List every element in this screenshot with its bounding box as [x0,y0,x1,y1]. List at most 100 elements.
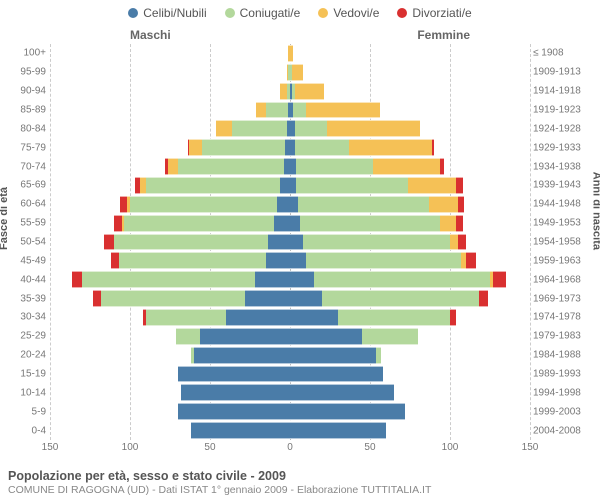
bar-male [50,290,290,307]
bar-segment [429,196,458,213]
bar-female [290,309,530,326]
bar-female [290,177,530,194]
bar-segment [290,234,303,251]
bar-segment [189,139,202,156]
bar-segment [266,252,290,269]
bar-female [290,252,530,269]
bar-segment [290,271,314,288]
bar-segment [458,234,466,251]
bar-segment [296,177,408,194]
bar-female [290,366,530,383]
x-axis: 15010050050100150 [50,442,530,456]
age-label: 25-29 [10,331,46,342]
bar-female [290,64,530,81]
bar-segment [290,45,293,62]
age-row: 80-841924-1928 [50,119,530,138]
legend-swatch [225,8,235,18]
birth-label: 1914-1918 [533,86,595,97]
age-label: 60-64 [10,199,46,210]
bar-segment [292,64,303,81]
bar-segment [101,290,245,307]
birth-label: 1949-1953 [533,218,595,229]
age-label: 5-9 [10,406,46,417]
age-label: 0-4 [10,425,46,436]
age-row: 95-991909-1913 [50,63,530,82]
bar-segment [456,215,462,232]
bar-segment [280,177,290,194]
bar-segment [306,102,380,119]
birth-label: 1964-1968 [533,274,595,285]
bar-segment [255,271,290,288]
x-tick: 50 [204,442,215,453]
bar-female [290,102,530,119]
bar-male [50,252,290,269]
bar-male [50,347,290,364]
rows: 0-42004-20085-91999-200310-141994-199815… [50,44,530,440]
bar-segment [293,102,306,119]
bar-segment [322,290,479,307]
birth-label: 1979-1983 [533,331,595,342]
age-label: 100+ [10,48,46,59]
bar-segment [290,196,298,213]
bar-segment [181,384,290,401]
birth-label: ≤ 1908 [533,48,595,59]
bar-segment [373,158,440,175]
bar-segment [300,215,441,232]
age-row: 55-591949-1953 [50,214,530,233]
bar-segment [408,177,456,194]
birth-label: 1959-1963 [533,255,595,266]
age-row: 40-441964-1968 [50,270,530,289]
bar-male [50,384,290,401]
age-label: 65-69 [10,180,46,191]
age-label: 75-79 [10,142,46,153]
legend-item: Coniugati/e [225,6,301,20]
bar-segment [349,139,432,156]
bar-segment [168,158,178,175]
age-row: 85-891919-1923 [50,101,530,120]
bar-segment [119,252,266,269]
bar-female [290,347,530,364]
bar-male [50,234,290,251]
bar-segment [245,290,290,307]
bar-segment [266,102,288,119]
bar-segment [338,309,450,326]
birth-label: 1989-1993 [533,368,595,379]
bar-segment [82,271,255,288]
bar-segment [178,158,284,175]
bar-female [290,120,530,137]
bar-female [290,271,530,288]
bar-segment [290,328,362,345]
legend-item: Vedovi/e [318,6,379,20]
y-axis-label-left: Fasce di età [0,187,10,250]
bar-male [50,271,290,288]
bar-segment [306,252,461,269]
birth-label: 1969-1973 [533,293,595,304]
bar-segment [362,328,418,345]
age-label: 85-89 [10,104,46,115]
bar-segment [146,177,280,194]
birth-label: 1994-1998 [533,387,595,398]
age-label: 80-84 [10,123,46,134]
bar-segment [327,120,420,137]
age-label: 95-99 [10,67,46,78]
plot-area: 0-42004-20085-91999-200310-141994-199815… [50,44,530,440]
bar-segment [104,234,114,251]
bar-male [50,120,290,137]
bar-female [290,234,530,251]
bar-segment [232,120,286,137]
x-tick: 150 [522,442,539,453]
x-tick: 150 [42,442,59,453]
bar-segment [298,196,429,213]
bar-segment [493,271,506,288]
bar-segment [200,328,290,345]
age-label: 10-14 [10,387,46,398]
bar-female [290,196,530,213]
bar-segment [114,234,268,251]
bar-segment [450,309,456,326]
age-label: 45-49 [10,255,46,266]
bar-male [50,177,290,194]
bar-male [50,45,290,62]
birth-label: 2004-2008 [533,425,595,436]
bar-segment [295,139,349,156]
footer: Popolazione per età, sesso e stato civil… [8,469,431,496]
